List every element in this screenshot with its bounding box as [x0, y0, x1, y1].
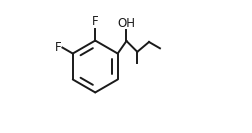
Text: OH: OH	[117, 17, 135, 30]
Text: F: F	[55, 41, 61, 54]
Text: F: F	[91, 15, 98, 28]
